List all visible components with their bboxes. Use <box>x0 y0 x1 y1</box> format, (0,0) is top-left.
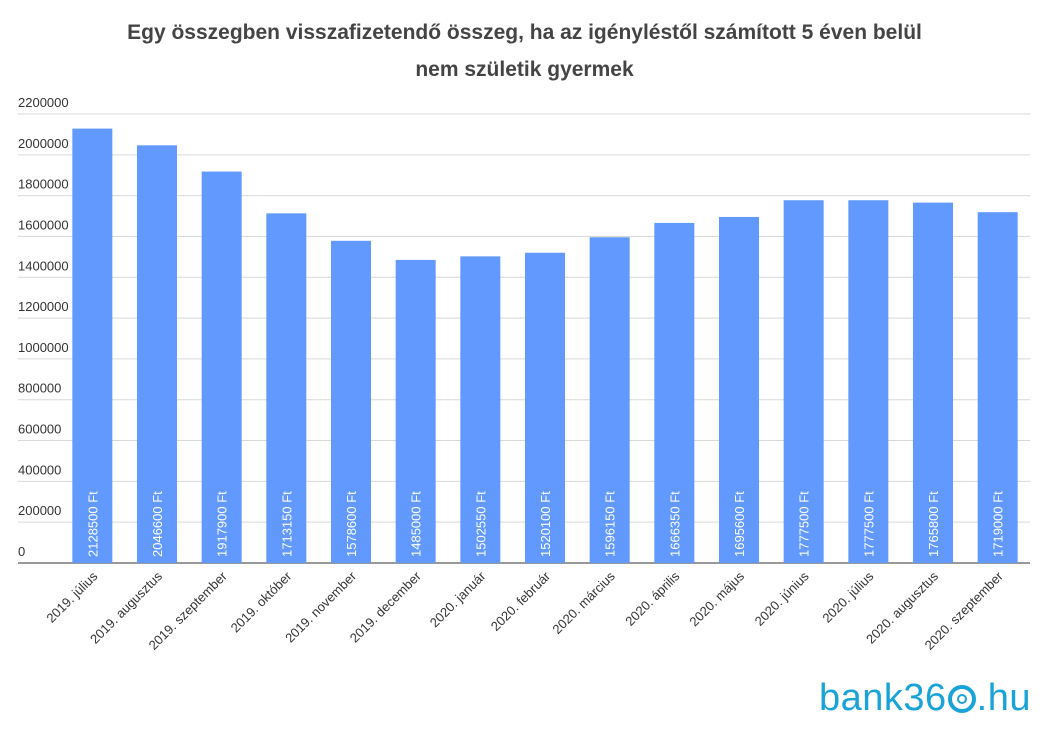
bar-data-label: 1777500 Ft <box>861 491 876 557</box>
bar <box>331 240 371 564</box>
x-tick-label: 2020. július <box>819 568 876 625</box>
bar <box>460 256 501 563</box>
bar-data-label: 1777500 Ft <box>797 491 812 557</box>
bar-data-label: 1502550 Ft <box>473 491 488 557</box>
bar-data-label: 1596150 Ft <box>603 491 618 557</box>
logo-text-prefix: bank36 <box>819 677 947 719</box>
logo-ring-icon <box>947 685 976 713</box>
bar-data-label: 1713150 Ft <box>279 491 294 557</box>
y-tick-label: 1200000 <box>18 299 69 314</box>
bar <box>589 237 630 563</box>
bank360-logo: bank36 .hu <box>819 677 1031 720</box>
x-tick-label: 2020. február <box>488 568 554 634</box>
chart-title-line-2: nem születik gyermek <box>415 58 634 81</box>
y-tick-label: 1000000 <box>18 340 69 355</box>
bar <box>783 200 824 564</box>
x-tick-label: 2020. április <box>622 568 683 629</box>
y-tick-label: 600000 <box>18 422 61 437</box>
bar-data-label: 1695600 Ft <box>732 491 747 557</box>
chart-title-line-1: Egy összegben visszafizetendő összeg, ha… <box>127 21 922 44</box>
y-tick-label: 2200000 <box>18 95 69 110</box>
y-tick-label: 800000 <box>18 381 61 396</box>
x-tick-label: 2020. január <box>427 568 489 630</box>
y-tick-label: 0 <box>18 544 25 559</box>
bar <box>201 171 242 564</box>
x-tick-label: 2020. március <box>549 568 618 637</box>
y-tick-label: 400000 <box>18 462 61 477</box>
bar <box>266 213 307 563</box>
y-tick-label: 1800000 <box>18 177 69 192</box>
bar <box>719 216 759 563</box>
logo-text-suffix: .hu <box>976 677 1031 719</box>
bar-data-label: 1917900 Ft <box>215 491 230 557</box>
bar-data-label: 1765800 Ft <box>926 491 941 557</box>
bar-data-label: 1719000 Ft <box>991 491 1006 557</box>
bar <box>72 128 113 563</box>
bar-data-label: 2128500 Ft <box>85 491 100 557</box>
y-tick-label: 1400000 <box>18 258 69 273</box>
chart-title: Egy összegben visszafizetendő összeg, ha… <box>0 14 1049 88</box>
bar-data-label: 2046600 Ft <box>150 491 165 557</box>
bar-data-label: 1485000 Ft <box>409 491 424 557</box>
bar <box>525 252 565 563</box>
bar <box>395 259 436 563</box>
y-tick-label: 200000 <box>18 503 61 518</box>
x-tick-label: 2020. június <box>752 568 813 629</box>
y-tick-label: 2000000 <box>18 136 69 151</box>
bar-data-label: 1578600 Ft <box>344 491 359 557</box>
bar <box>848 200 889 564</box>
bar-data-label: 1520100 Ft <box>538 491 553 557</box>
y-tick-label: 1600000 <box>18 217 69 232</box>
bar <box>913 202 953 563</box>
bar-data-label: 1666350 Ft <box>667 491 682 557</box>
bar <box>977 212 1018 563</box>
x-tick-label: 2019. október <box>228 568 295 635</box>
bar <box>137 145 177 563</box>
x-tick-label: 2020. május <box>686 568 747 629</box>
bar <box>654 222 695 563</box>
x-tick-label: 2019. július <box>43 568 100 625</box>
